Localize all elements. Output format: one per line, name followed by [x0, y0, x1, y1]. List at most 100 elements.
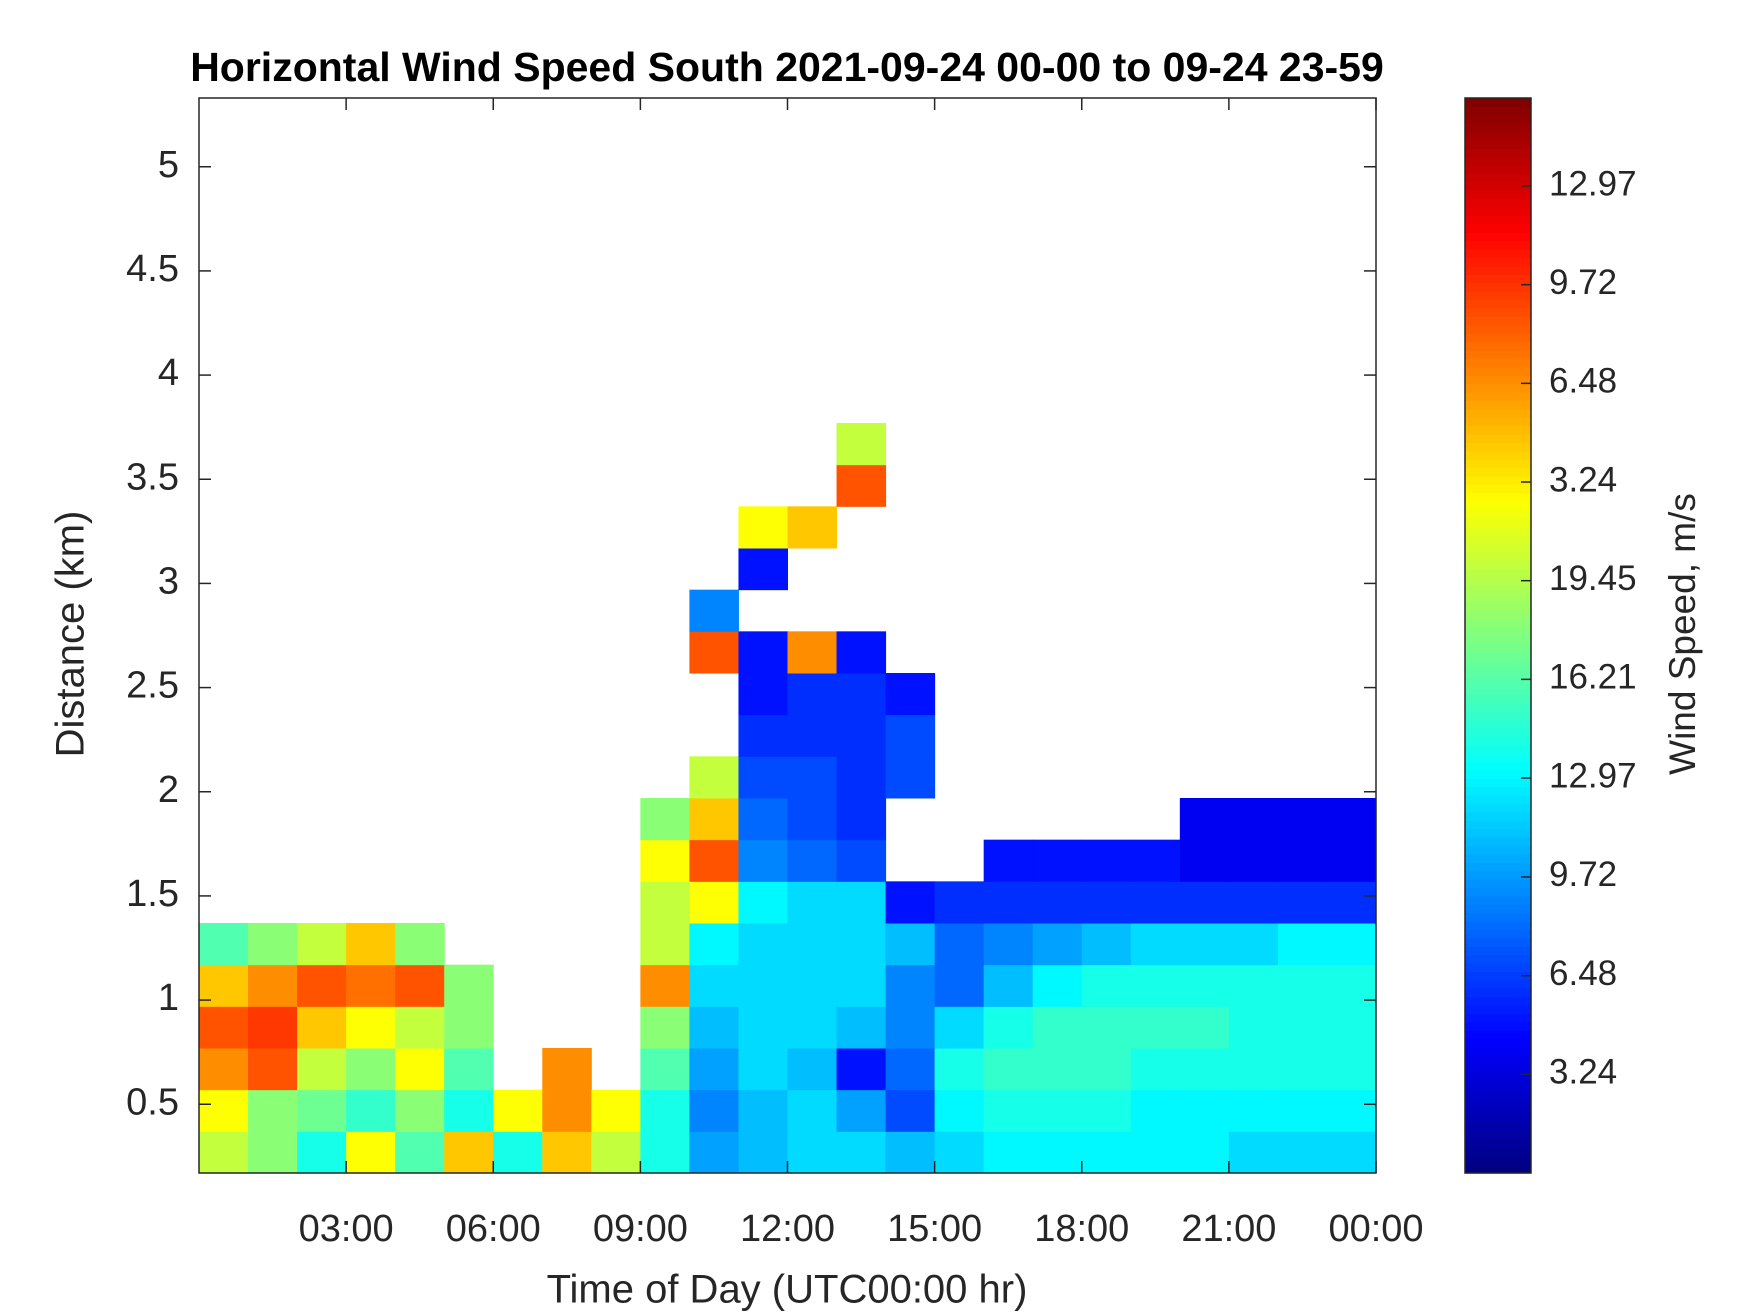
colorbar-swatch — [1465, 694, 1531, 704]
heatmap-cell — [1032, 1089, 1083, 1132]
colorbar-swatch — [1465, 307, 1531, 317]
chart-title: Horizontal Wind Speed South 2021-09-24 0… — [190, 44, 1384, 90]
heatmap-cell — [1228, 923, 1279, 966]
heatmap-cell — [689, 923, 739, 966]
colorbar-swatch — [1465, 761, 1531, 771]
heatmap-cell — [885, 964, 936, 1007]
colorbar-swatch — [1465, 627, 1531, 637]
heatmap-cell — [542, 1131, 592, 1174]
heatmap-cell — [689, 1131, 739, 1174]
colorbar-swatch — [1465, 963, 1531, 973]
colorbar-swatch — [1465, 576, 1531, 586]
colorbar-swatch — [1465, 509, 1531, 519]
colorbar-swatch — [1465, 971, 1531, 981]
heatmap-cell — [199, 1006, 249, 1049]
colorbar-swatch — [1465, 148, 1531, 158]
heatmap-cell — [983, 923, 1034, 966]
colorbar-tick-label: 9.72 — [1549, 855, 1617, 894]
heatmap-cell — [885, 673, 936, 716]
heatmap-cell — [395, 1089, 445, 1132]
heatmap-cell — [346, 1089, 396, 1132]
colorbar-swatch — [1465, 1030, 1531, 1040]
colorbar-tick-label: 12.97 — [1549, 756, 1637, 795]
heatmap-cell — [983, 1131, 1034, 1174]
colorbar-swatch — [1465, 417, 1531, 427]
heatmap-cell — [1179, 798, 1230, 841]
heatmap-cell — [738, 1006, 788, 1049]
heatmap-cell — [787, 673, 838, 716]
colorbar-swatch — [1465, 400, 1531, 410]
y-tick-label: 4.5 — [126, 248, 179, 290]
heatmap-cell — [297, 1006, 347, 1049]
heatmap-cell — [248, 1131, 298, 1174]
heatmap-cell — [199, 923, 249, 966]
heatmap-cell — [885, 881, 936, 924]
colorbar-swatch — [1465, 459, 1531, 469]
y-tick-label: 2.5 — [126, 665, 179, 707]
heatmap-cell — [1032, 923, 1083, 966]
colorbar-swatch — [1465, 736, 1531, 746]
colorbar-swatch — [1465, 845, 1531, 855]
y-tick-label: 3.5 — [126, 456, 179, 498]
y-tick-label: 2 — [158, 769, 179, 811]
heatmap-cell — [640, 964, 690, 1007]
heatmap-cell — [787, 1048, 838, 1091]
heatmap-cell — [983, 1006, 1034, 1049]
heatmap-cell — [1179, 1006, 1230, 1049]
heatmap-cell — [934, 1048, 985, 1091]
heatmap-cell — [1130, 839, 1181, 882]
heatmap-cell — [1179, 1131, 1230, 1174]
heatmap-cell — [1228, 964, 1279, 1007]
y-tick-label: 3 — [158, 560, 179, 602]
colorbar-swatch — [1465, 635, 1531, 645]
heatmap-cell — [738, 881, 788, 924]
heatmap-cell — [1228, 881, 1279, 924]
heatmap-cell — [885, 1089, 936, 1132]
heatmap-cell — [297, 1089, 347, 1132]
colorbar-swatch — [1465, 1063, 1531, 1073]
y-tick-label: 5 — [158, 144, 179, 186]
colorbar-swatch — [1465, 425, 1531, 435]
colorbar-swatch — [1465, 534, 1531, 544]
colorbar-swatch — [1465, 803, 1531, 813]
heatmap-cell — [1228, 1089, 1279, 1132]
heatmap-cell — [738, 1131, 788, 1174]
heatmap-cell — [787, 839, 838, 882]
x-tick-label: 21:00 — [1181, 1208, 1276, 1250]
colorbar-swatch — [1465, 375, 1531, 385]
heatmap-cell — [983, 839, 1034, 882]
colorbar-swatch — [1465, 568, 1531, 578]
heatmap-cell — [738, 548, 788, 591]
colorbar-swatch — [1465, 467, 1531, 477]
colorbar-swatch — [1465, 719, 1531, 729]
colorbar-swatch — [1465, 946, 1531, 956]
heatmap-cell — [934, 964, 985, 1007]
heatmap-cell — [689, 839, 739, 882]
heatmap-cell — [738, 631, 788, 674]
colorbar-swatch — [1465, 929, 1531, 939]
heatmap-cell — [1081, 1048, 1132, 1091]
heatmap-cell — [787, 1131, 838, 1174]
colorbar-swatch — [1465, 1047, 1531, 1057]
colorbar-swatch — [1465, 811, 1531, 821]
heatmap-cell — [1032, 964, 1083, 1007]
colorbar-swatch — [1465, 517, 1531, 527]
heatmap-cell — [640, 1089, 690, 1132]
heatmap-cell — [297, 923, 347, 966]
heatmap-cell — [1081, 1089, 1132, 1132]
colorbar-swatch — [1465, 912, 1531, 922]
heatmap-cell — [640, 798, 690, 841]
x-tick-label: 03:00 — [299, 1208, 394, 1250]
heatmap-cell — [1179, 964, 1230, 1007]
heatmap-cell — [787, 506, 838, 549]
colorbar-swatch — [1465, 753, 1531, 763]
heatmap-cell — [934, 1089, 985, 1132]
colorbar-tick-label: 9.72 — [1549, 263, 1617, 302]
colorbar-swatch — [1465, 862, 1531, 872]
colorbar-swatch — [1465, 727, 1531, 737]
heatmap-cell — [983, 1089, 1034, 1132]
colorbar-swatch — [1465, 240, 1531, 250]
colorbar-swatch — [1465, 1021, 1531, 1031]
heatmap-cell — [738, 964, 788, 1007]
colorbar-swatch — [1465, 677, 1531, 687]
